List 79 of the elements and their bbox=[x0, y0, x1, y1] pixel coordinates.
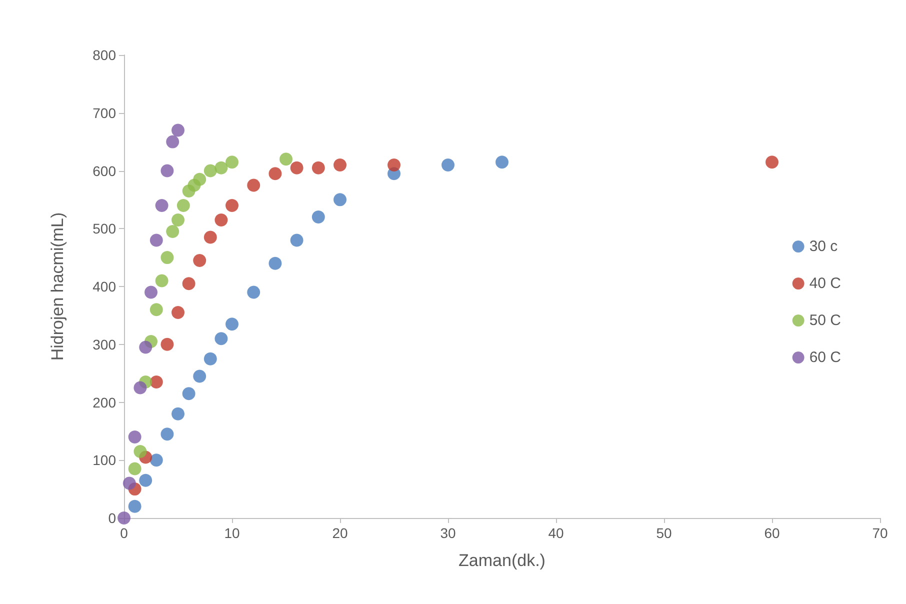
x-tick-label: 10 bbox=[224, 525, 240, 541]
x-tick-label: 20 bbox=[332, 525, 348, 541]
point bbox=[176, 198, 190, 212]
y-tick-label: 0 bbox=[108, 510, 116, 526]
point bbox=[139, 474, 152, 487]
legend-label: 40 C bbox=[809, 275, 842, 292]
y-tick-label: 700 bbox=[92, 104, 116, 121]
point bbox=[268, 167, 282, 180]
point bbox=[204, 230, 217, 244]
point bbox=[442, 158, 454, 172]
point bbox=[214, 161, 228, 174]
point bbox=[496, 156, 508, 169]
point bbox=[226, 198, 238, 212]
point bbox=[214, 213, 228, 226]
point bbox=[128, 430, 142, 444]
x-tick-label: 30 bbox=[440, 525, 456, 541]
x-tick-label: 60 bbox=[764, 525, 780, 541]
y-tick-label: 300 bbox=[92, 336, 116, 352]
point bbox=[182, 277, 196, 290]
point bbox=[172, 213, 184, 226]
point bbox=[247, 286, 260, 299]
point bbox=[334, 158, 346, 172]
point bbox=[134, 381, 147, 394]
y-tick-label: 200 bbox=[92, 394, 116, 410]
point bbox=[128, 462, 142, 476]
point bbox=[193, 370, 206, 383]
point bbox=[172, 124, 184, 137]
point bbox=[214, 332, 228, 346]
legend-label: 60 C bbox=[809, 349, 842, 366]
point bbox=[204, 164, 217, 178]
y-tick-label: 800 bbox=[92, 47, 116, 63]
point bbox=[118, 512, 130, 524]
y-axis-title: Hidrojen hacmi(mL) bbox=[48, 212, 67, 361]
point bbox=[150, 375, 163, 388]
point bbox=[312, 210, 325, 224]
point bbox=[144, 286, 158, 299]
x-tick-label: 0 bbox=[120, 525, 128, 541]
point bbox=[226, 318, 238, 331]
point bbox=[160, 428, 174, 441]
point bbox=[155, 274, 168, 288]
point bbox=[150, 454, 163, 467]
point bbox=[128, 500, 142, 513]
legend-label: 30 c bbox=[809, 238, 838, 255]
point bbox=[166, 225, 180, 238]
point bbox=[280, 152, 292, 166]
point bbox=[334, 193, 346, 206]
point bbox=[290, 234, 304, 247]
point bbox=[290, 161, 304, 174]
point bbox=[172, 306, 184, 320]
point bbox=[150, 303, 163, 316]
point bbox=[182, 387, 196, 400]
y-tick-label: 100 bbox=[92, 452, 116, 468]
point bbox=[388, 158, 400, 172]
point bbox=[766, 156, 778, 169]
point bbox=[134, 444, 147, 458]
point bbox=[268, 256, 282, 270]
y-tick-label: 600 bbox=[92, 162, 116, 179]
point bbox=[122, 476, 136, 490]
point bbox=[204, 352, 217, 366]
point bbox=[160, 338, 174, 351]
point bbox=[155, 198, 168, 212]
point bbox=[247, 178, 260, 192]
point bbox=[193, 172, 206, 186]
y-tick-label: 400 bbox=[92, 278, 116, 294]
x-axis-title: Zaman(dk.) bbox=[458, 551, 546, 570]
x-tick-label: 40 bbox=[548, 525, 564, 541]
point bbox=[160, 164, 174, 178]
point bbox=[193, 254, 206, 267]
legend-label: 50 C bbox=[809, 312, 842, 329]
y-tick-label: 500 bbox=[92, 220, 116, 237]
point bbox=[166, 135, 180, 148]
point bbox=[150, 234, 163, 247]
x-tick-label: 50 bbox=[656, 525, 672, 541]
point bbox=[172, 407, 184, 420]
point bbox=[139, 340, 152, 354]
point bbox=[312, 161, 325, 174]
point bbox=[226, 156, 238, 169]
x-tick-label: 70 bbox=[872, 525, 888, 541]
point bbox=[160, 251, 174, 264]
